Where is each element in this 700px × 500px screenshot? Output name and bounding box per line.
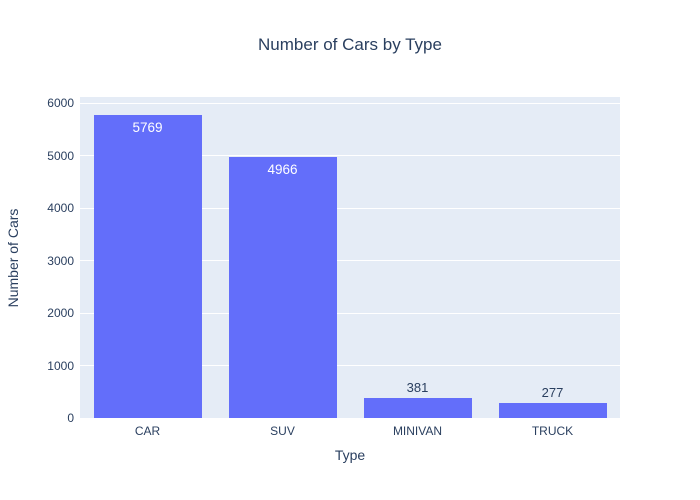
y-tick-label: 6000 [47,96,74,110]
bar-suv[interactable] [228,157,337,418]
gridline [80,365,620,366]
x-tick-label: MINIVAN [392,424,443,438]
bar-car[interactable] [93,115,202,418]
bar-value-label: 5769 [132,120,163,136]
plot-area[interactable]: 5769 4966 381 277 [80,97,620,419]
y-tick-label: 2000 [47,306,74,320]
y-tick-label: 1000 [47,358,74,373]
x-tick-label: CAR [134,424,161,438]
x-axis-title: Type [334,447,366,463]
gridline [80,155,620,156]
bar-value-label: 4966 [267,162,298,178]
gridline [80,260,620,261]
y-axis-title: Number of Cars [5,208,21,308]
bar-value-label: 381 [406,379,429,395]
bar-value-label: 277 [541,385,564,401]
x-tick-label: SUV [270,424,295,438]
y-tick-label: 0 [67,411,74,425]
y-tick-label: 3000 [47,253,74,268]
chart-title: Number of Cars by Type [258,35,442,54]
gridline [80,312,620,314]
bar-minivan[interactable] [363,398,472,418]
gridline [80,207,620,209]
x-tick-label: TRUCK [531,424,574,438]
y-tick-label: 5000 [47,148,74,163]
bar-truck[interactable] [498,403,607,418]
gridline [80,102,620,104]
y-tick-label: 4000 [47,201,74,215]
gridline [80,417,620,419]
